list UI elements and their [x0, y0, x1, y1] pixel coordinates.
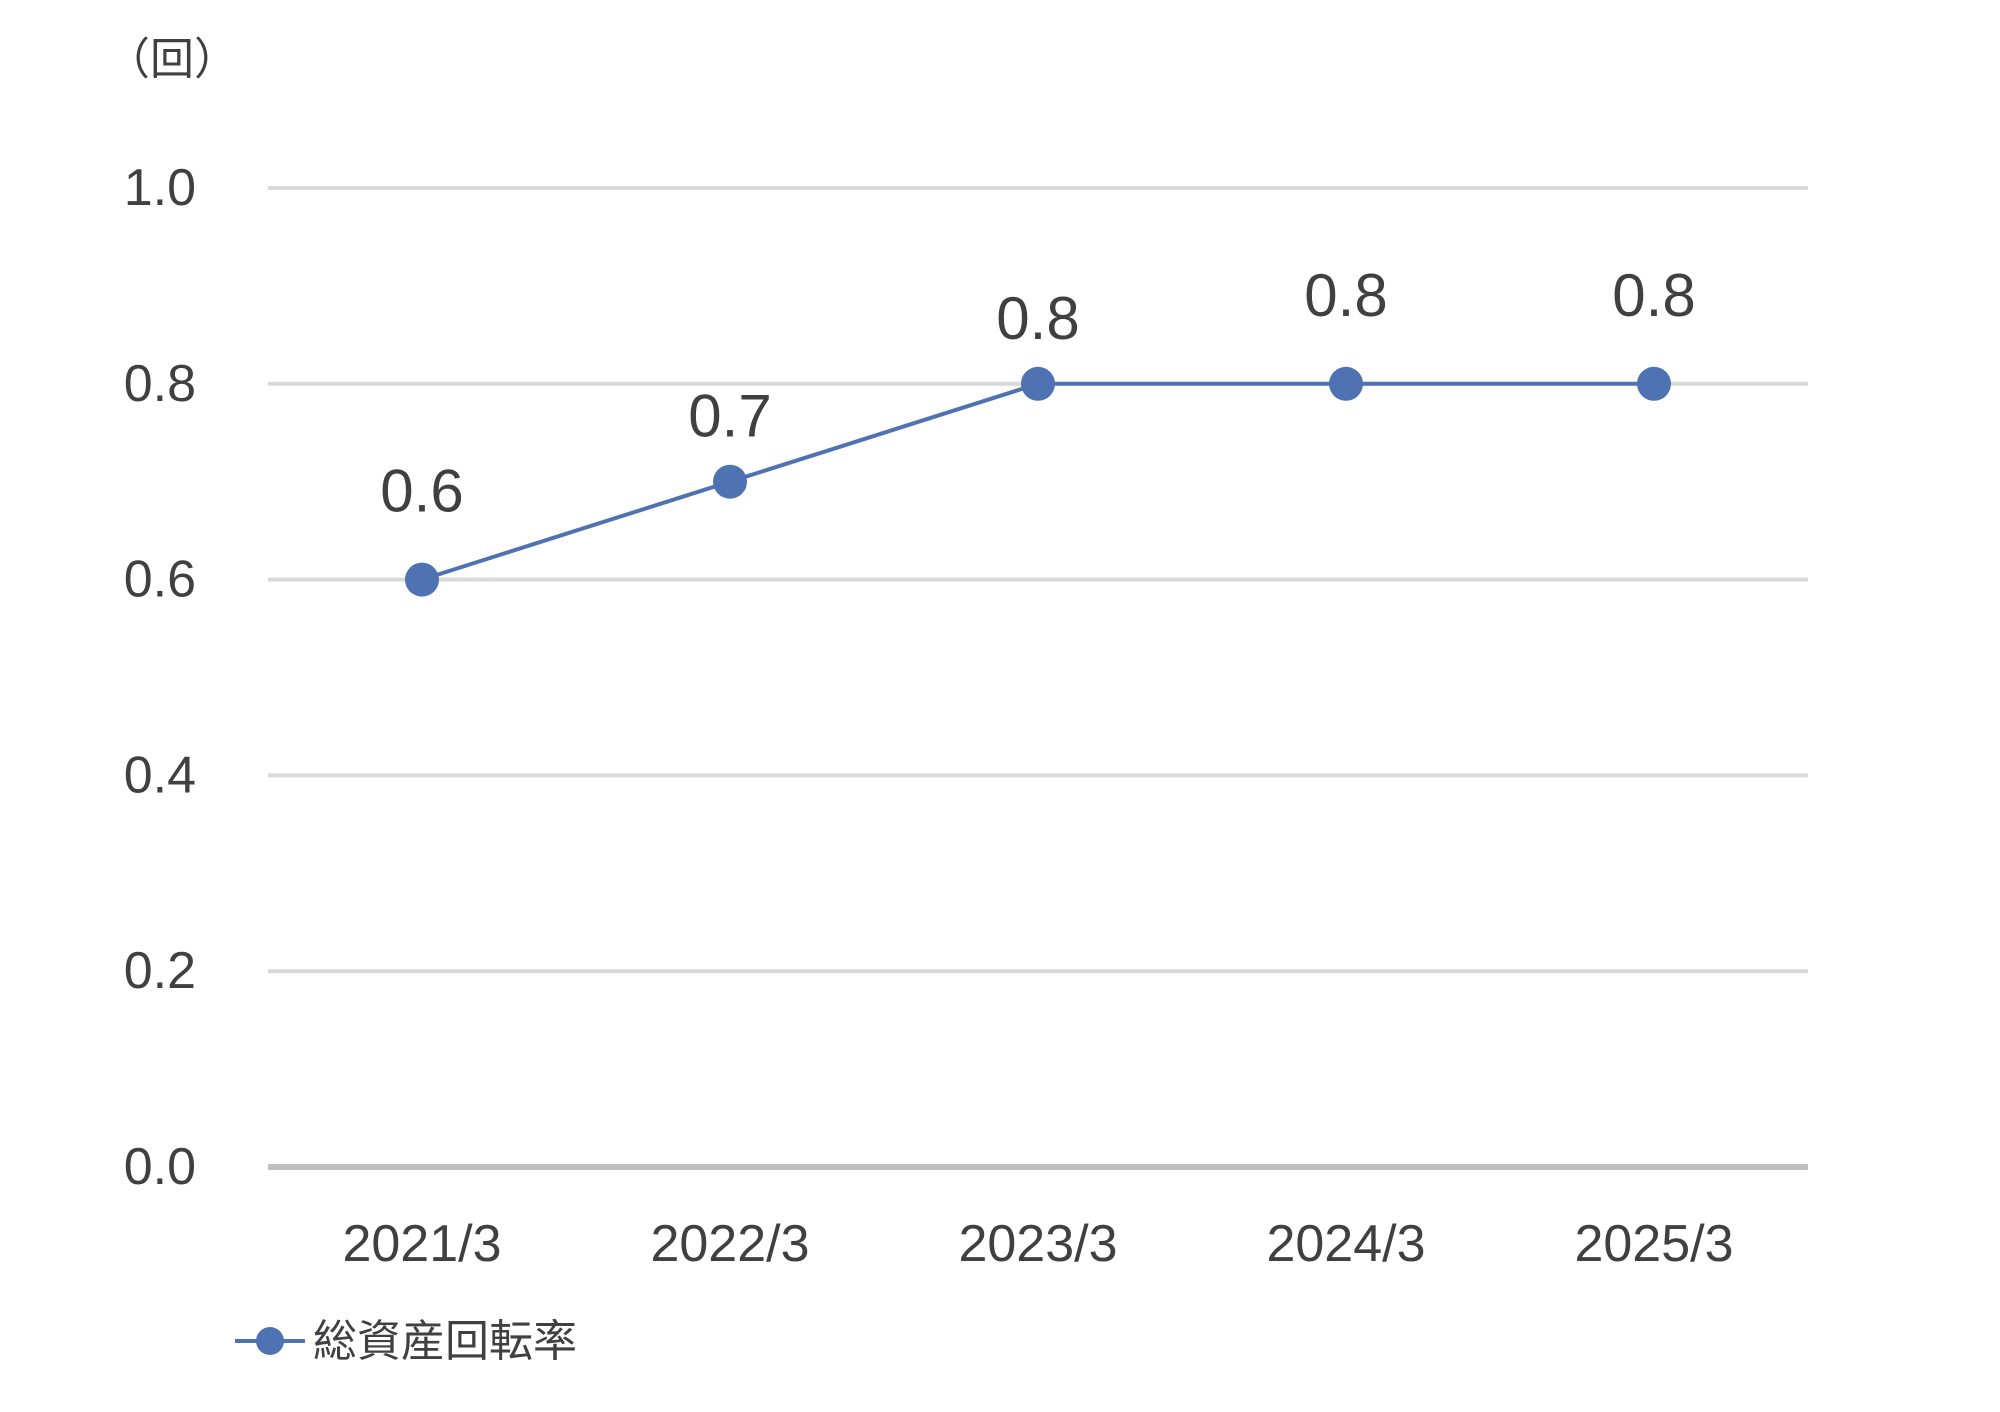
x-tick-label: 2023/3 — [958, 1215, 1117, 1273]
x-axis-ticks: 2021/3 2022/3 2023/3 2024/3 2025/3 — [342, 1215, 1733, 1273]
data-label: 0.6 — [380, 458, 463, 525]
data-label: 0.7 — [688, 383, 771, 450]
y-tick-label: 0.6 — [124, 551, 196, 609]
data-label: 0.8 — [1304, 262, 1387, 329]
data-labels: 0.6 0.7 0.8 0.8 0.8 — [380, 262, 1695, 525]
x-tick-label: 2022/3 — [650, 1215, 809, 1273]
y-tick-label: 0.8 — [124, 355, 196, 413]
legend-marker-swatch — [256, 1327, 284, 1355]
y-axis-unit-label: （回） — [106, 35, 238, 84]
series-layer — [405, 366, 1671, 597]
data-label: 0.8 — [1612, 262, 1695, 329]
data-point-marker — [1021, 366, 1055, 401]
y-tick-label: 0.0 — [124, 1138, 196, 1196]
data-point-marker — [1329, 366, 1363, 401]
data-point-marker — [713, 464, 747, 499]
legend-label: 総資産回転率 — [313, 1317, 577, 1366]
y-tick-label: 0.2 — [124, 942, 196, 1000]
legend: 総資産回転率 — [235, 1317, 577, 1366]
y-tick-label: 1.0 — [124, 159, 196, 217]
y-tick-label: 0.4 — [124, 746, 196, 804]
x-tick-label: 2024/3 — [1266, 1215, 1425, 1273]
data-point-marker — [405, 562, 439, 597]
x-tick-label: 2021/3 — [342, 1215, 501, 1273]
y-axis-ticks: 0.0 0.2 0.4 0.6 0.8 1.0 — [124, 159, 196, 1196]
series-line — [421, 381, 1654, 582]
data-label: 0.8 — [996, 285, 1079, 352]
x-tick-label: 2025/3 — [1574, 1215, 1733, 1273]
data-point-marker — [1637, 366, 1671, 401]
